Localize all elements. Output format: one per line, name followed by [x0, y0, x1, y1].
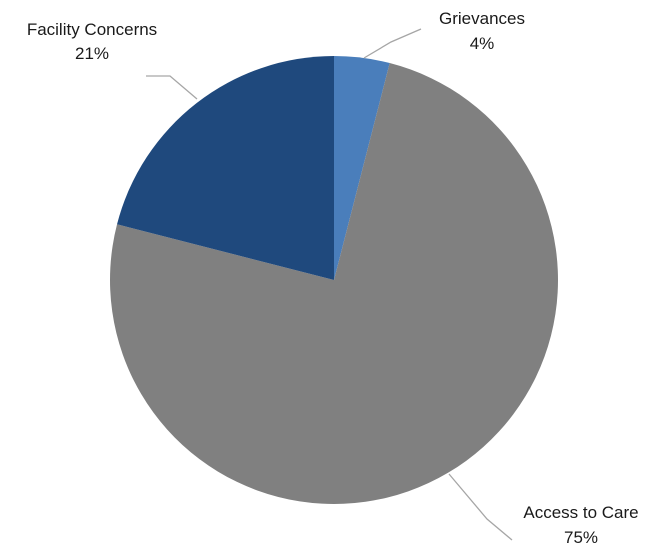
leader-line-facility-concerns [146, 75, 198, 100]
pie-slice-facility-concerns [117, 56, 334, 280]
pie-slice-access-to-care [110, 63, 559, 505]
slice-label-grievances: Grievances [439, 9, 525, 28]
pie-slices [110, 56, 559, 505]
pie-slice-grievances [334, 56, 390, 280]
leader-line-grievances [363, 28, 422, 59]
data-labels: Grievances 4% Access to Care 75% Facility Co… [27, 9, 639, 546]
slice-value-access-to-care: 75% [564, 528, 598, 546]
leader-lines [146, 28, 513, 541]
slice-value-facility-concerns: 21% [75, 44, 109, 63]
slice-label-access-to-care: Access to Care [523, 503, 638, 522]
slice-label-facility-concerns: Facility Concerns [27, 20, 157, 39]
slice-value-grievances: 4% [470, 34, 495, 53]
leader-line-access-to-care [448, 473, 513, 541]
